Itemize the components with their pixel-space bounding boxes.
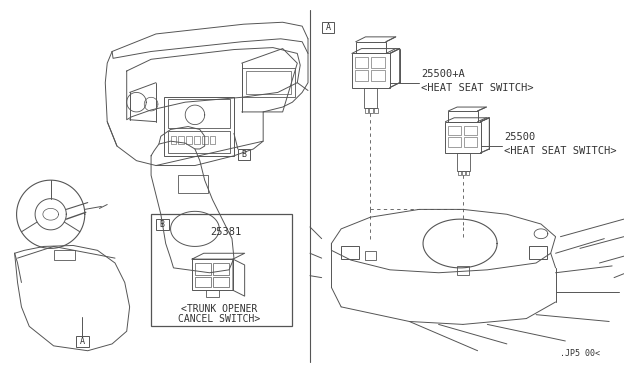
Bar: [466, 171, 469, 175]
Bar: [214, 263, 229, 275]
Bar: [355, 70, 369, 81]
Bar: [179, 136, 184, 144]
Bar: [156, 219, 168, 230]
Bar: [202, 136, 207, 144]
Text: <HEAT SEAT SWITCH>: <HEAT SEAT SWITCH>: [504, 146, 616, 156]
Bar: [54, 250, 75, 260]
Bar: [195, 277, 211, 287]
Text: 25500+A: 25500+A: [421, 69, 465, 79]
Text: CANCEL SWITCH>: CANCEL SWITCH>: [178, 314, 260, 324]
Bar: [179, 175, 207, 193]
Text: .JP5 00<: .JP5 00<: [561, 349, 600, 357]
Bar: [355, 57, 369, 68]
Bar: [374, 108, 378, 113]
Bar: [449, 126, 461, 135]
Text: A: A: [326, 23, 330, 32]
Bar: [151, 214, 292, 326]
Bar: [356, 42, 386, 54]
Bar: [457, 153, 470, 171]
Bar: [168, 131, 230, 153]
Bar: [209, 136, 216, 144]
Bar: [168, 99, 230, 128]
Bar: [529, 246, 547, 259]
Bar: [449, 137, 461, 147]
Bar: [457, 266, 469, 275]
Bar: [464, 126, 477, 135]
Bar: [192, 259, 233, 290]
Bar: [365, 251, 376, 260]
Bar: [458, 171, 461, 175]
Text: 25500: 25500: [504, 132, 535, 142]
Bar: [369, 108, 373, 113]
Bar: [365, 108, 369, 113]
Bar: [449, 111, 477, 122]
Bar: [186, 136, 192, 144]
Text: B: B: [160, 220, 164, 229]
Bar: [76, 336, 89, 347]
Bar: [246, 71, 291, 94]
Bar: [205, 290, 220, 297]
Bar: [462, 171, 465, 175]
Bar: [322, 22, 334, 33]
Text: <TRUNK OPENER: <TRUNK OPENER: [181, 304, 257, 314]
Bar: [445, 122, 481, 153]
Bar: [214, 277, 229, 287]
Bar: [194, 136, 200, 144]
Bar: [164, 97, 234, 156]
Text: B: B: [242, 150, 246, 159]
Bar: [171, 136, 177, 144]
Bar: [238, 149, 250, 160]
Text: A: A: [80, 337, 85, 346]
Bar: [371, 57, 385, 68]
Text: <HEAT SEAT SWITCH>: <HEAT SEAT SWITCH>: [421, 83, 534, 93]
Text: 25381: 25381: [211, 227, 242, 237]
Bar: [364, 87, 377, 108]
Bar: [242, 68, 295, 97]
Bar: [195, 263, 211, 275]
Bar: [341, 246, 358, 259]
Bar: [352, 54, 390, 87]
Bar: [371, 70, 385, 81]
Bar: [464, 137, 477, 147]
